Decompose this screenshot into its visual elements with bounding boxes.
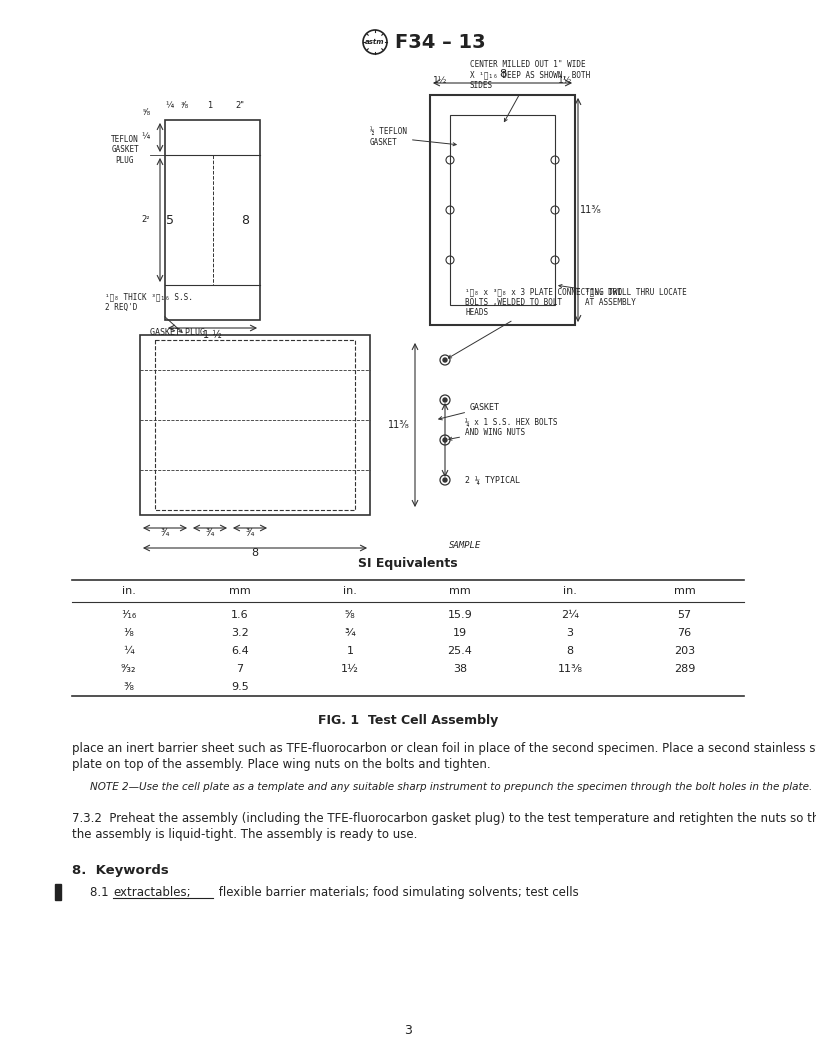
Text: 11³⁄₈: 11³⁄₈ [557,664,583,674]
Text: 2": 2" [236,101,245,110]
Text: SAMPLE: SAMPLE [449,541,481,550]
Text: 76: 76 [677,628,692,638]
Text: flexible barrier materials; food simulating solvents; test cells: flexible barrier materials; food simulat… [215,886,579,899]
Text: ¹⁄₈: ¹⁄₈ [123,628,134,638]
Circle shape [443,438,447,442]
Text: 57: 57 [677,610,692,620]
Text: 25.4: 25.4 [447,646,472,656]
Text: astm: astm [366,39,385,45]
Text: 7: 7 [237,664,243,674]
Text: 203: 203 [674,646,695,656]
Bar [140,335,370,515]
Text: ⁵⁄₈: ⁵⁄₈ [344,610,355,620]
Text: 11³⁄₈: 11³⁄₈ [580,205,601,215]
Text: TEFLON
GASKET
PLUG: TEFLON GASKET PLUG [111,135,139,165]
Text: 2²: 2² [141,215,150,225]
Text: GASKET PLUG: GASKET PLUG [150,328,205,337]
Text: 1½: 1½ [432,76,447,84]
Circle shape [443,398,447,402]
Text: 1½: 1½ [341,664,359,674]
Text: 19: 19 [453,628,467,638]
Text: 9.5: 9.5 [231,682,249,692]
Text: NOTE 2—Use the cell plate as a template and any suitable sharp instrument to pre: NOTE 2—Use the cell plate as a template … [90,782,812,792]
Text: SI Equivalents: SI Equivalents [358,557,458,570]
Text: 289: 289 [674,664,695,674]
Text: ³⁄₄: ³⁄₄ [160,528,170,538]
Text: GASKET: GASKET [439,403,500,420]
Bar [165,120,260,320]
Text: ¹⁄₁₆: ¹⁄₁₆ [121,610,136,620]
Text: ¾: ¾ [344,628,356,638]
Text: in.: in. [122,586,135,596]
Text: F34 – 13: F34 – 13 [395,33,486,52]
Text: extractables;: extractables; [113,886,191,899]
Text: 1.6: 1.6 [231,610,249,620]
Text: in.: in. [343,586,357,596]
Text: 3: 3 [566,628,574,638]
Text: ³⁄₈: ³⁄₈ [123,682,134,692]
Text: ⁹⁄₃₂: ⁹⁄₃₂ [121,664,136,674]
Text: in.: in. [563,586,577,596]
Text: 8.  Keywords: 8. Keywords [72,864,169,876]
Text: 1: 1 [207,101,213,110]
Text: place an inert barrier sheet such as TFE-fluorocarbon or clean foil in place of : place an inert barrier sheet such as TFE… [72,742,816,755]
Text: 8: 8 [499,69,506,79]
Text: 5: 5 [166,213,174,226]
Text: ¹⁄₈ THICK ³⁄₁₆ S.S.
2 REQ'D: ¹⁄₈ THICK ³⁄₁₆ S.S. 2 REQ'D [105,293,193,333]
Text: 8: 8 [566,646,574,656]
Text: 3: 3 [404,1023,412,1037]
Text: ³⁄₄: ³⁄₄ [206,528,215,538]
Text: ½ TEFLON
GASKET: ½ TEFLON GASKET [370,128,456,147]
Text: 2 ¼ TYPICAL: 2 ¼ TYPICAL [465,475,520,485]
Text: ¼: ¼ [142,132,150,142]
Text: 1: 1 [347,646,353,656]
Bar [155,340,355,510]
Text: 11³⁄₈: 11³⁄₈ [388,420,410,430]
Text: mm: mm [449,586,471,596]
Text: ⁵⁄₈: ⁵⁄₈ [143,108,151,117]
Text: FIG. 1  Test Cell Assembly: FIG. 1 Test Cell Assembly [318,714,498,727]
Text: 7.3.2  Preheat the assembly (including the TFE-fluorocarbon gasket plug) to the : 7.3.2 Preheat the assembly (including th… [72,812,816,825]
Circle shape [443,478,447,482]
Text: ³⁄₃₂ DRILL THRU LOCATE
AT ASSEMBLY: ³⁄₃₂ DRILL THRU LOCATE AT ASSEMBLY [559,284,687,307]
Circle shape [443,358,447,362]
Text: 6.4: 6.4 [231,646,249,656]
Text: the assembly is liquid-tight. The assembly is ready to use.: the assembly is liquid-tight. The assemb… [72,828,417,841]
Text: 15.9: 15.9 [448,610,472,620]
Text: 8.1: 8.1 [90,886,116,899]
Text: CENTER MILLED OUT 1" WIDE
X ¹⁄₁₆ DEEP AS SHOWN, BOTH
SIDES: CENTER MILLED OUT 1" WIDE X ¹⁄₁₆ DEEP AS… [470,60,590,121]
Text: 3.2: 3.2 [231,628,249,638]
Text: mm: mm [229,586,251,596]
Text: 1½: 1½ [558,76,572,84]
Bar [450,115,555,305]
Text: ¼: ¼ [166,101,174,110]
Text: ¼: ¼ [123,646,134,656]
Text: ¹⁄₈ x ³⁄₈ x 3 PLATE CONNECTING TWO
BOLTS ,WELDED TO BOLT
HEADS: ¹⁄₈ x ³⁄₈ x 3 PLATE CONNECTING TWO BOLTS… [448,287,623,358]
Text: plate on top of the assembly. Place wing nuts on the bolts and tighten.: plate on top of the assembly. Place wing… [72,758,490,771]
Text: 38: 38 [453,664,467,674]
Text: 1 ½: 1 ½ [203,329,222,340]
Text: ¼ x 1 S.S. HEX BOLTS
AND WING NUTS: ¼ x 1 S.S. HEX BOLTS AND WING NUTS [449,417,557,440]
Text: 8: 8 [251,548,259,558]
Text: ³⁄₈: ³⁄₈ [181,101,189,110]
Bar [430,95,575,325]
Text: 2¼: 2¼ [561,610,579,620]
Bar [55,884,61,900]
Text: 8: 8 [241,213,249,226]
Text: mm: mm [674,586,695,596]
Text: ³⁄₄: ³⁄₄ [246,528,255,538]
